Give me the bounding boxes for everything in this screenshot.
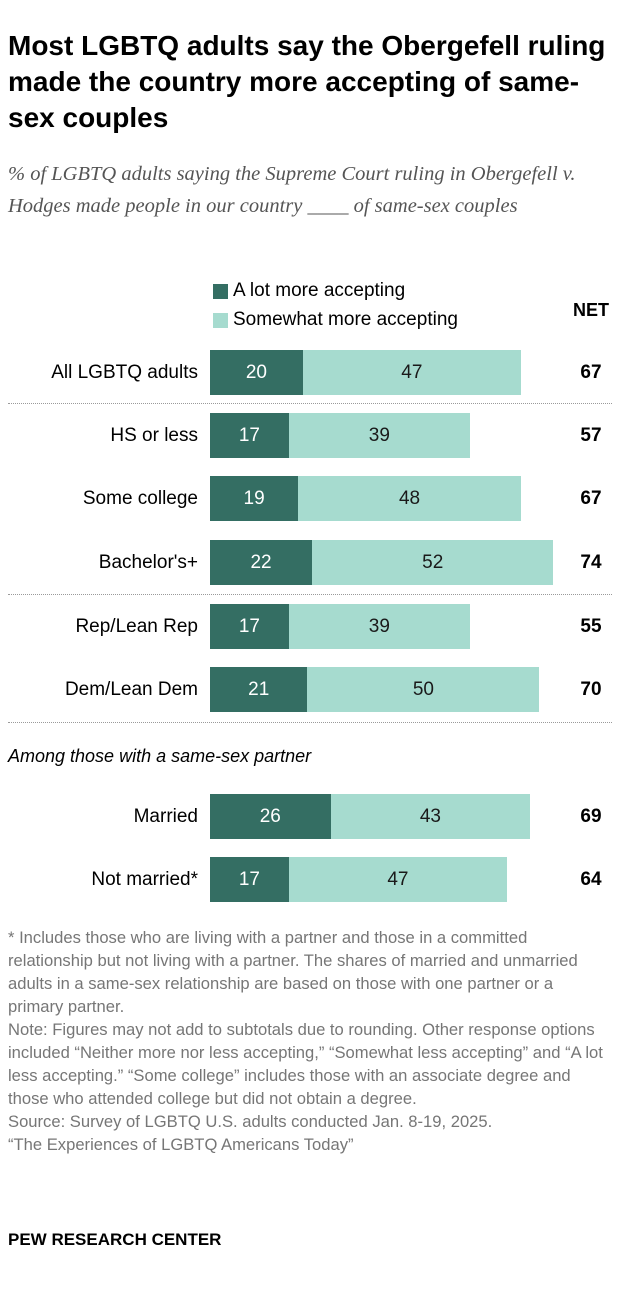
bar-segment-somewhat-all-lgbtq-adults: 47 (302, 350, 521, 395)
legend-swatch-light (213, 312, 228, 328)
bar-segment-somewhat-bachelor-s: 52 (312, 540, 554, 585)
net-value-not-married: 64 (580, 869, 602, 890)
net-value-dem-lean-dem: 70 (580, 679, 602, 700)
row-label-rep-lean-rep: Rep/Lean Rep (75, 616, 198, 637)
footnote-source: Source: Survey of LGBTQ U.S. adults cond… (8, 1112, 493, 1131)
bar-segment-somewhat-dem-lean-dem: 50 (307, 667, 540, 712)
legend-item-a-lot: A lot more accepting (213, 280, 405, 302)
bar-segment-somewhat-some-college: 48 (298, 476, 521, 521)
bar-segment-a-lot-not-married: 17 (210, 857, 289, 902)
chart-subtitle: % of LGBTQ adults saying the Supreme Cou… (8, 163, 576, 217)
divider-education (8, 403, 612, 404)
bar-segment-a-lot-hs-or-less: 17 (210, 413, 289, 458)
bar-segment-somewhat-rep-lean-rep: 39 (288, 604, 470, 649)
bar-segment-a-lot-married: 26 (210, 794, 331, 839)
row-label-dem-lean-dem: Dem/Lean Dem (64, 679, 198, 700)
bar-segment-a-lot-all-lgbtq-adults: 20 (210, 350, 303, 395)
legend-swatch-dark (213, 283, 228, 299)
row-label-hs-or-less: HS or less (110, 425, 198, 446)
bar-segment-somewhat-married: 43 (330, 794, 531, 839)
footnote-note: Note: Figures may not add to subtotals d… (8, 1020, 603, 1108)
notes-block: * Includes those who are living with a p… (8, 926, 612, 1156)
bar-segment-a-lot-bachelor-s: 22 (210, 540, 313, 585)
bar-segment-a-lot-rep-lean-rep: 17 (210, 604, 289, 649)
legend-item-somewhat: Somewhat more accepting (213, 309, 458, 331)
footnote-asterisk: * Includes those who are living with a p… (8, 928, 578, 1016)
bar-segment-somewhat-not-married: 47 (288, 857, 507, 902)
row-label-married: Married (133, 806, 198, 827)
footnote-report: “The Experiences of LGBTQ Americans Toda… (8, 1135, 354, 1154)
divider-partner (8, 722, 612, 723)
net-value-bachelor-s: 74 (580, 552, 602, 573)
net-value-married: 69 (580, 806, 602, 827)
row-label-all-lgbtq-adults: All LGBTQ adults (51, 362, 198, 383)
legend-label-somewhat: Somewhat more accepting (233, 309, 458, 330)
net-value-hs-or-less: 57 (580, 425, 602, 446)
net-value-rep-lean-rep: 55 (580, 616, 602, 637)
legend-label-a-lot: A lot more accepting (233, 280, 406, 301)
net-column-header: NET (573, 300, 609, 320)
net-value-all-lgbtq-adults: 67 (580, 362, 602, 383)
row-label-some-college: Some college (82, 488, 198, 509)
pew-logo-text: PEW RESEARCH CENTER (8, 1230, 222, 1249)
row-label-bachelor-s: Bachelor's+ (98, 552, 198, 573)
bar-segment-a-lot-dem-lean-dem: 21 (210, 667, 308, 712)
divider-party (8, 594, 612, 595)
row-label-not-married: Not married* (91, 869, 198, 890)
chart-title: Most LGBTQ adults say the Obergefell rul… (8, 30, 606, 133)
bar-segment-a-lot-some-college: 19 (210, 476, 299, 521)
net-value-some-college: 67 (580, 488, 602, 509)
bar-segment-somewhat-hs-or-less: 39 (288, 413, 470, 458)
section-label-partner: Among those with a same-sex partner (8, 746, 312, 766)
